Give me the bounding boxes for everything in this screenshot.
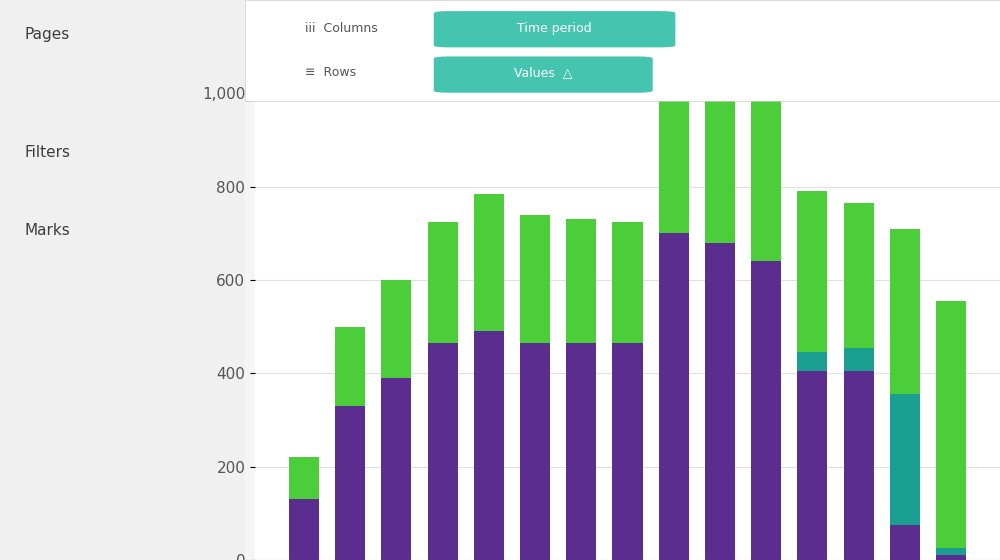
Bar [797,352,827,371]
Bar [566,220,596,343]
Text: Values  △: Values △ [514,66,572,79]
Bar [751,262,781,560]
Text: iii  Columns: iii Columns [305,22,378,35]
Bar [890,525,920,560]
Bar [797,371,827,560]
Bar [381,280,411,378]
Text: Filters: Filters [24,145,70,160]
Bar [289,500,319,560]
Bar [936,301,966,548]
Bar [612,343,643,560]
Bar [936,548,966,556]
Bar [844,203,874,348]
Bar [520,343,550,560]
Bar [335,406,365,560]
Bar [890,394,920,525]
FancyBboxPatch shape [434,57,653,93]
Bar [612,222,643,343]
Bar [520,214,550,343]
Bar [381,378,411,560]
FancyBboxPatch shape [434,11,675,48]
Bar [844,371,874,560]
Bar [705,242,735,560]
Text: ≡  Rows: ≡ Rows [305,66,357,79]
Bar [844,348,874,371]
Bar [890,228,920,394]
Bar [335,326,365,406]
Bar [428,343,458,560]
Bar [474,194,504,332]
Bar [289,458,319,500]
Bar [659,38,689,234]
Bar [705,82,735,242]
Text: Marks: Marks [24,223,70,238]
Bar [797,192,827,352]
Bar [659,234,689,560]
Bar [566,343,596,560]
Text: Time period: Time period [517,22,592,35]
Bar [751,88,781,262]
Text: Pages: Pages [24,27,70,42]
Bar [474,332,504,560]
Bar [936,556,966,560]
Bar [428,222,458,343]
